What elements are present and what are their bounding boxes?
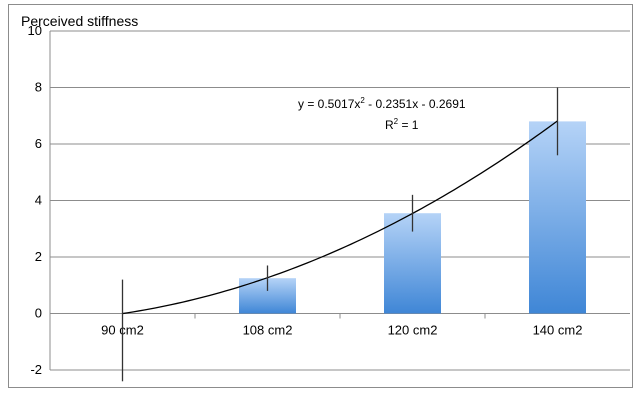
grid-lines [49,30,630,371]
y-tick-label: 8 [35,80,42,95]
y-tick-label: 10 [28,23,42,38]
chart-frame: -2 0 2 4 6 8 10 90 cm2 108 cm2 120 cm2 140 cm2 Pe… [8,4,633,388]
x-tick-label: 120 cm2 [388,323,438,338]
x-tick-label: 108 cm2 [243,323,293,338]
x-tick-labels: 90 cm2 108 cm2 120 cm2 140 cm2 [101,323,582,338]
chart-title: Perceived stiffness [21,13,138,29]
y-tick-labels: -2 0 2 4 6 8 10 [28,23,42,377]
equation-prefix: y = 0.5017x [298,97,360,111]
trendline [122,120,558,315]
y-tick-label: 4 [35,193,42,208]
r2-exponent: 2 [394,117,399,126]
r2-prefix: R [385,118,394,132]
equation-exponent: 2 [360,96,365,105]
x-tick-label: 140 cm2 [533,323,583,338]
error-bars [121,87,559,382]
trendline-equation: y = 0.5017x2 - 0.2351x - 0.2691 [298,96,466,111]
y-tick-label: 2 [35,249,42,264]
r2-suffix: = 1 [398,118,419,132]
y-tick-label: 0 [35,306,42,321]
trendline-layer [122,120,558,315]
y-tick-label: 6 [35,136,42,151]
trendline-r-squared: R2 = 1 [385,117,419,132]
y-tick-label: -2 [30,362,42,377]
equation-suffix: - 0.2351x - 0.2691 [365,97,466,111]
